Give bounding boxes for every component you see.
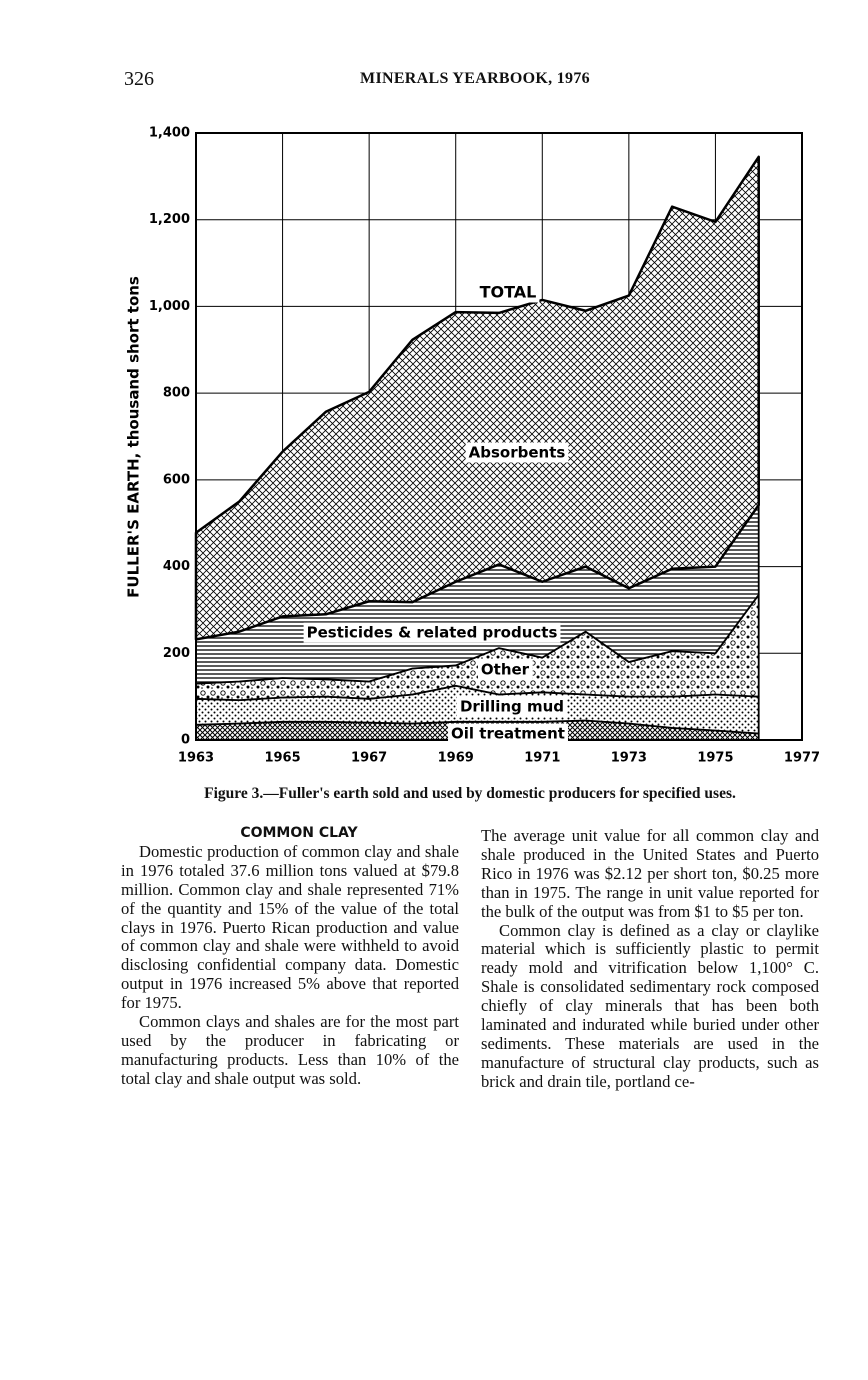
paragraph: Domestic production of common clay and s… [121, 841, 459, 1013]
x-tick-label: 1977 [784, 751, 820, 766]
total-label: TOTAL [480, 283, 537, 302]
paragraph: Common clay is defined as a clay or clay… [481, 920, 819, 1091]
x-tick-label: 1969 [438, 751, 474, 766]
x-tick-label: 1967 [351, 751, 387, 766]
label-background [303, 622, 561, 643]
x-tick-label: 1975 [697, 751, 733, 766]
area-label: Absorbents [469, 444, 566, 462]
y-tick-label: 1,200 [149, 212, 190, 227]
y-tick-label: 0 [181, 733, 190, 748]
chart: FULLER'S EARTH, thousand short tons 0 200… [125, 126, 821, 766]
section-heading: COMMON CLAY [240, 825, 358, 841]
area-label: Other [481, 661, 530, 679]
figure-caption: Figure 3.—Fuller's earth sold and used b… [204, 785, 736, 802]
y-tick-label: 400 [163, 559, 190, 574]
y-tick-label: 800 [163, 386, 190, 401]
area [194, 155, 760, 641]
left-column: COMMON CLAY Domestic production of commo… [121, 824, 459, 1089]
y-tick-label: 600 [163, 472, 190, 487]
label-background [476, 281, 540, 303]
running-title: MINERALS YEARBOOK, 1976 [360, 70, 590, 87]
x-tick-label: 1971 [524, 751, 560, 766]
area-labels: Oil treatment Drilling mud Other Pesticides… [303, 281, 569, 744]
area-label: Drilling mud [460, 698, 564, 716]
label-background [465, 442, 569, 463]
label-background [448, 723, 568, 744]
right-column: The average unit value for all common cl… [481, 826, 819, 1092]
y-tick-label: 200 [163, 646, 190, 661]
x-tick-label: 1963 [178, 751, 214, 766]
label-background [477, 659, 533, 680]
area-label: Pesticides & related products [307, 624, 558, 642]
paragraph: The average unit value for all common cl… [481, 826, 819, 921]
label-background [456, 696, 568, 717]
area-label: Oil treatment [451, 725, 565, 743]
y-tick-label: 1,400 [149, 126, 190, 141]
y-axis-label: FULLER'S EARTH, thousand short tons [125, 276, 143, 598]
y-tick-label: 1,000 [149, 299, 190, 314]
page-number: 326 [124, 68, 154, 90]
x-tick-label: 1973 [611, 751, 647, 766]
x-tick-label: 1965 [264, 751, 300, 766]
paragraph: Common clays and shales are for the most… [121, 1012, 459, 1088]
